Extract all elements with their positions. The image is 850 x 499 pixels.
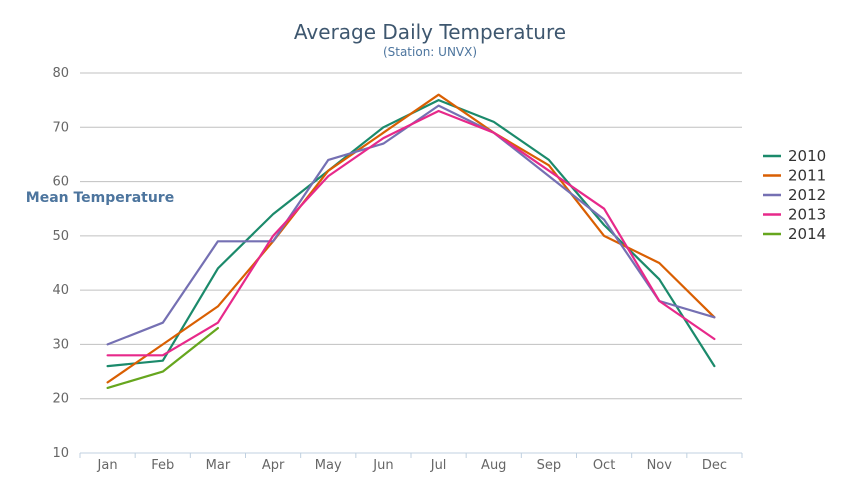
y-tick-label: 50 [52, 229, 69, 244]
x-tick-label: Jan [97, 458, 118, 473]
plot-area [106, 93, 716, 389]
series-line-2014 [106, 327, 219, 389]
y-tick-label: 80 [52, 66, 69, 81]
x-tick-label: Nov [647, 458, 673, 473]
legend-item-2012[interactable]: 2012 [763, 186, 826, 204]
y-tick-label: 20 [52, 392, 69, 407]
y-tick-label: 70 [52, 120, 69, 135]
legend-item-2013[interactable]: 2013 [763, 206, 826, 224]
x-tick-label: Dec [702, 458, 727, 473]
y-axis-label: Mean Temperature [26, 190, 174, 206]
legend-item-2014[interactable]: 2014 [763, 225, 826, 243]
x-tick-label: Sep [537, 458, 562, 473]
series-line-2010 [106, 98, 716, 368]
x-tick-label: Jul [430, 458, 447, 473]
x-tick-label: Jun [372, 458, 393, 473]
legend-label: 2014 [788, 225, 826, 243]
series-line-2013 [106, 109, 716, 357]
chart-title: Average Daily Temperature [294, 20, 566, 44]
y-tick-label: 60 [52, 175, 69, 190]
x-tick-label: Aug [481, 458, 506, 473]
y-tick-label: 30 [52, 337, 69, 352]
chart-subtitle: (Station: UNVX) [383, 45, 477, 59]
legend-label: 2012 [788, 186, 826, 204]
legend-item-2010[interactable]: 2010 [763, 147, 826, 165]
x-tick-label: Oct [593, 458, 615, 473]
x-axis: Jan Feb Mar Apr May Jun Jul Aug Sep Oct Nov Dec [79, 452, 743, 473]
series-line-2011 [106, 93, 716, 384]
grid: 10 20 30 40 50 60 70 80 [52, 66, 742, 461]
x-tick-label: Apr [262, 458, 285, 473]
y-tick-label: 10 [52, 446, 69, 461]
x-tick-label: Mar [206, 458, 231, 473]
x-tick-label: Feb [151, 458, 174, 473]
legend-label: 2010 [788, 147, 826, 165]
legend-label: 2011 [788, 167, 826, 185]
x-tick-label: May [315, 458, 342, 473]
series-line-2012 [106, 104, 716, 346]
y-tick-label: 40 [52, 283, 69, 298]
legend-label: 2013 [788, 206, 826, 224]
legend-item-2011[interactable]: 2011 [763, 167, 826, 185]
